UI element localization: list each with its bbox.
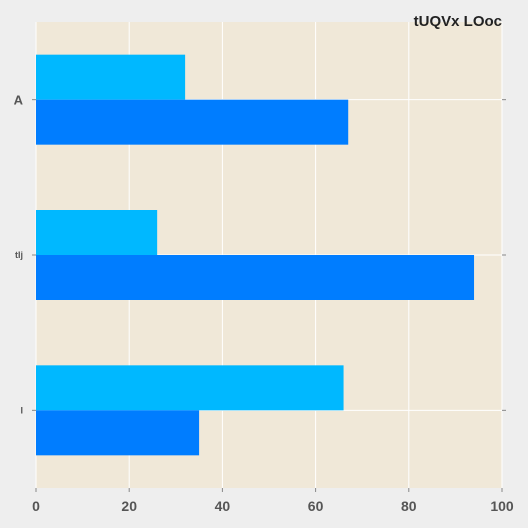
- x-tick-label-0: 0: [32, 498, 40, 514]
- category-label-2: I: [20, 405, 23, 415]
- x-tick-label-2: 40: [215, 498, 231, 514]
- bar-series2-0: [36, 99, 349, 145]
- chart-title: tUQVx LOoc: [414, 13, 502, 30]
- x-tick-label-3: 60: [308, 498, 324, 514]
- bar-series1-0: [36, 54, 186, 100]
- x-tick-labels: 0 20 40 60 80 100: [32, 498, 514, 514]
- bar-series1-2: [36, 365, 344, 411]
- bar-series1-1: [36, 210, 158, 255]
- x-tick-label-5: 100: [490, 498, 514, 514]
- x-tick-label-4: 80: [401, 498, 417, 514]
- bars: [36, 54, 475, 456]
- bar-series2-1: [36, 255, 475, 300]
- bar-series2-2: [36, 410, 200, 456]
- x-tick-label-1: 20: [121, 498, 137, 514]
- category-label-1: tIj: [15, 250, 23, 260]
- category-label-0: A: [14, 93, 24, 108]
- axis-ticks: [32, 99, 506, 492]
